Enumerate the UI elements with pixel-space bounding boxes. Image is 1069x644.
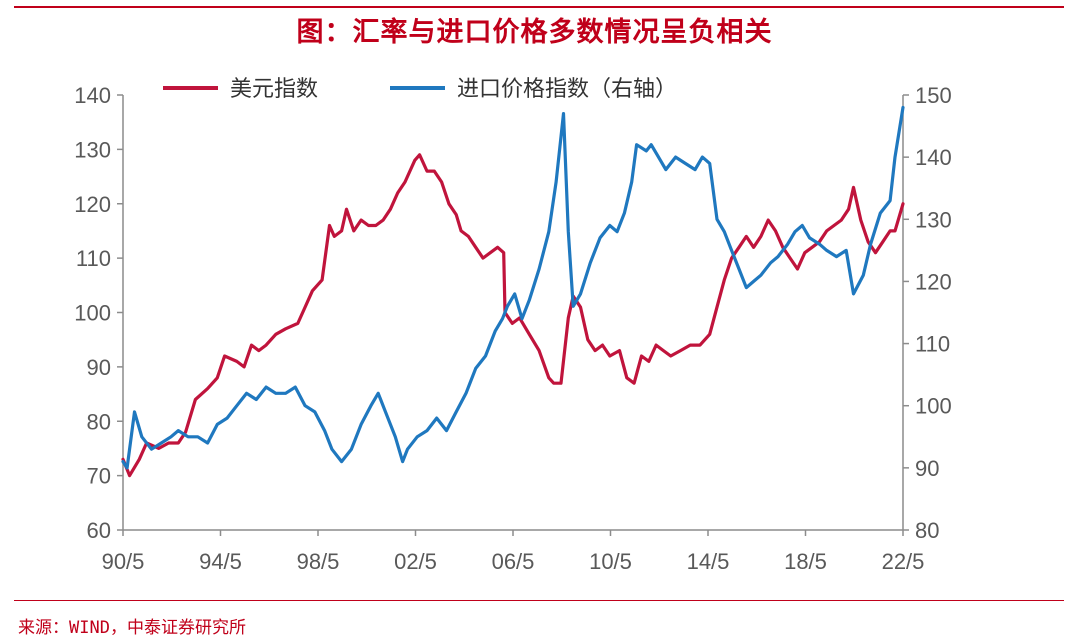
usd-index-line xyxy=(121,153,905,478)
x-tick-label: 02/5 xyxy=(394,549,437,574)
bottom-rule xyxy=(14,600,1064,601)
left-tick-label: 140 xyxy=(74,83,111,108)
x-tick-label: 14/5 xyxy=(687,549,730,574)
x-tick-label: 22/5 xyxy=(882,549,925,574)
x-tick-label: 18/5 xyxy=(784,549,827,574)
x-tick-label: 98/5 xyxy=(297,549,340,574)
x-tick-label: 10/5 xyxy=(589,549,632,574)
right-tick-label: 150 xyxy=(915,83,952,108)
left-tick-label: 120 xyxy=(74,192,111,217)
x-tick-label: 94/5 xyxy=(199,549,242,574)
source-note: 来源：WIND，中泰证券研究所 xyxy=(18,618,246,638)
left-tick-label: 130 xyxy=(74,137,111,162)
x-tick-label: 06/5 xyxy=(492,549,535,574)
line-chart: 60 70 80 90 100 110 120 130 140 80 90 100 110 120 130 1… xyxy=(74,77,952,574)
right-tick-label: 90 xyxy=(915,456,939,481)
left-tick-label: 80 xyxy=(87,409,111,434)
left-tick-label: 60 xyxy=(87,518,111,543)
left-tick-label: 110 xyxy=(76,246,111,271)
chart-title: 图：汇率与进口价格多数情况呈负相关 xyxy=(296,17,773,48)
top-rule xyxy=(14,6,1064,8)
legend-label-usd-index: 美元指数 xyxy=(230,77,318,102)
legend-label-import-price: 进口价格指数（右轴） xyxy=(457,77,677,102)
right-tick-label: 120 xyxy=(915,269,952,294)
x-tick-label: 90/5 xyxy=(102,549,145,574)
right-tick-label: 110 xyxy=(915,332,950,357)
left-tick-label: 100 xyxy=(74,301,111,326)
left-tick-label: 90 xyxy=(87,355,111,380)
right-tick-label: 100 xyxy=(915,394,952,419)
right-tick-label: 130 xyxy=(915,207,952,232)
right-tick-label: 140 xyxy=(915,145,952,170)
left-tick-label: 70 xyxy=(87,464,111,489)
import-price-line xyxy=(121,105,905,470)
right-tick-label: 80 xyxy=(915,518,939,543)
